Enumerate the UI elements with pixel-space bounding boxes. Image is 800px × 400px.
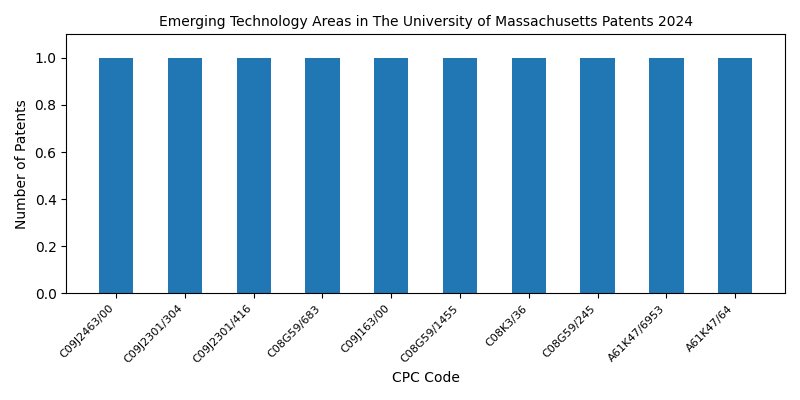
Bar — [237, 58, 271, 294]
Bar — [580, 58, 614, 294]
X-axis label: CPC Code: CPC Code — [392, 371, 459, 385]
Bar — [718, 58, 752, 294]
Bar — [649, 58, 683, 294]
Bar — [374, 58, 409, 294]
Bar — [443, 58, 478, 294]
Bar — [99, 58, 134, 294]
Bar — [512, 58, 546, 294]
Bar — [168, 58, 202, 294]
Bar — [306, 58, 340, 294]
Title: Emerging Technology Areas in The University of Massachusetts Patents 2024: Emerging Technology Areas in The Univers… — [158, 15, 693, 29]
Y-axis label: Number of Patents: Number of Patents — [15, 99, 29, 229]
